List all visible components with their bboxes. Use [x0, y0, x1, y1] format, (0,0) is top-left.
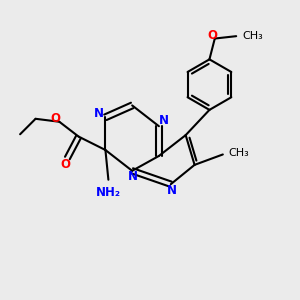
Text: CH₃: CH₃	[228, 148, 249, 158]
Text: O: O	[50, 112, 60, 125]
Text: N: N	[167, 184, 177, 197]
Text: N: N	[159, 114, 169, 128]
Text: O: O	[60, 158, 70, 171]
Text: N: N	[128, 170, 138, 183]
Text: O: O	[207, 29, 218, 42]
Text: N: N	[94, 107, 104, 120]
Text: CH₃: CH₃	[243, 31, 263, 40]
Text: NH₂: NH₂	[96, 186, 121, 199]
